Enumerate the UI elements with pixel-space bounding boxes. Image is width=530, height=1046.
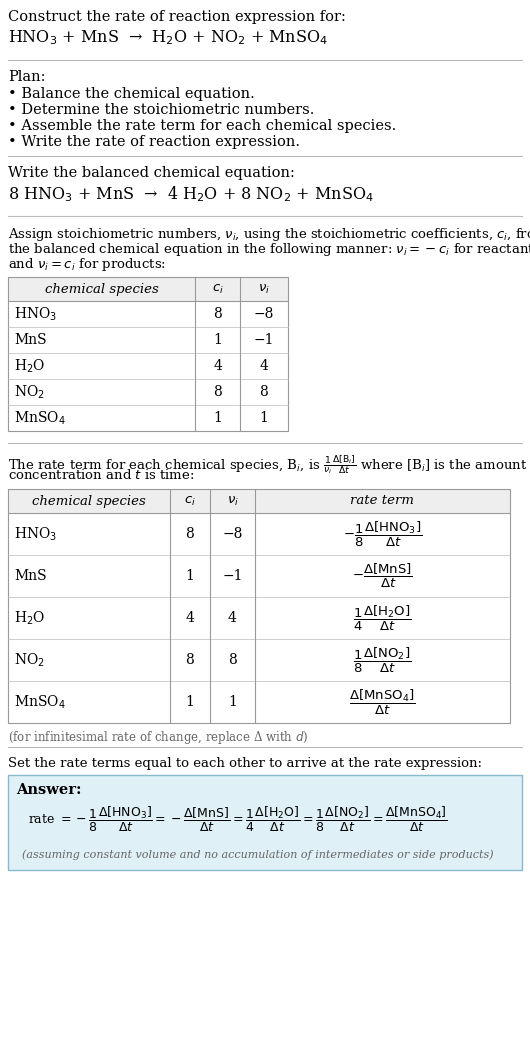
Text: $c_i$: $c_i$ [184, 495, 196, 507]
Text: 8: 8 [260, 385, 268, 399]
Text: NO$_2$: NO$_2$ [14, 383, 45, 401]
Text: HNO$_3$: HNO$_3$ [14, 525, 57, 543]
Text: chemical species: chemical species [32, 495, 146, 507]
Text: $c_i$: $c_i$ [211, 282, 224, 296]
Text: The rate term for each chemical species, B$_i$, is $\frac{1}{\nu_i}\frac{\Delta[: The rate term for each chemical species,… [8, 453, 527, 476]
Text: MnS: MnS [14, 333, 47, 347]
Text: −8: −8 [254, 306, 274, 321]
Text: Assign stoichiometric numbers, $\nu_i$, using the stoichiometric coefficients, $: Assign stoichiometric numbers, $\nu_i$, … [8, 226, 530, 243]
Text: $\dfrac{1}{8}\dfrac{\Delta[\mathrm{NO}_2]}{\Delta t}$: $\dfrac{1}{8}\dfrac{\Delta[\mathrm{NO}_2… [354, 645, 412, 675]
Text: Construct the rate of reaction expression for:: Construct the rate of reaction expressio… [8, 10, 346, 24]
Text: 4: 4 [213, 359, 222, 373]
Text: HNO$_3$: HNO$_3$ [14, 305, 57, 323]
Text: (assuming constant volume and no accumulation of intermediates or side products): (assuming constant volume and no accumul… [22, 849, 493, 860]
Text: $\nu_i$: $\nu_i$ [258, 282, 270, 296]
Bar [8, 277, 288, 301]
Bar [8, 488, 510, 513]
Text: 1: 1 [260, 411, 268, 425]
Text: 4: 4 [186, 611, 195, 626]
Text: MnSO$_4$: MnSO$_4$ [14, 409, 66, 427]
Text: Write the balanced chemical equation:: Write the balanced chemical equation: [8, 166, 295, 180]
Text: 4: 4 [228, 611, 237, 626]
Text: • Determine the stoichiometric numbers.: • Determine the stoichiometric numbers. [8, 103, 314, 117]
Bar [8, 277, 288, 431]
Text: • Balance the chemical equation.: • Balance the chemical equation. [8, 87, 255, 101]
Text: $\dfrac{1}{4}\dfrac{\Delta[\mathrm{H}_2\mathrm{O}]}{\Delta t}$: $\dfrac{1}{4}\dfrac{\Delta[\mathrm{H}_2\… [354, 604, 412, 633]
Bar [8, 775, 522, 870]
Text: • Assemble the rate term for each chemical species.: • Assemble the rate term for each chemic… [8, 119, 396, 133]
Text: $-\dfrac{1}{8}\dfrac{\Delta[\mathrm{HNO}_3]}{\Delta t}$: $-\dfrac{1}{8}\dfrac{\Delta[\mathrm{HNO}… [343, 520, 422, 548]
Text: H$_2$O: H$_2$O [14, 610, 46, 627]
Text: rate $= -\dfrac{1}{8}\dfrac{\Delta[\mathrm{HNO}_3]}{\Delta t} = -\dfrac{\Delta[\: rate $= -\dfrac{1}{8}\dfrac{\Delta[\math… [28, 805, 448, 834]
Text: NO$_2$: NO$_2$ [14, 652, 45, 668]
Text: 8 HNO$_3$ + MnS  →  4 H$_2$O + 8 NO$_2$ + MnSO$_4$: 8 HNO$_3$ + MnS → 4 H$_2$O + 8 NO$_2$ + … [8, 184, 374, 204]
Text: −1: −1 [254, 333, 274, 347]
Text: 1: 1 [213, 333, 222, 347]
Text: $-\dfrac{\Delta[\mathrm{MnS}]}{\Delta t}$: $-\dfrac{\Delta[\mathrm{MnS}]}{\Delta t}… [352, 562, 413, 590]
Text: 1: 1 [228, 695, 237, 709]
Text: 8: 8 [213, 385, 222, 399]
Text: (for infinitesimal rate of change, replace Δ with $d$): (for infinitesimal rate of change, repla… [8, 729, 308, 746]
Text: Set the rate terms equal to each other to arrive at the rate expression:: Set the rate terms equal to each other t… [8, 757, 482, 770]
Text: 1: 1 [186, 569, 195, 583]
Text: rate term: rate term [350, 495, 414, 507]
Text: MnS: MnS [14, 569, 47, 583]
Bar [8, 488, 510, 723]
Text: 8: 8 [186, 527, 195, 541]
Text: −8: −8 [222, 527, 243, 541]
Text: 4: 4 [260, 359, 268, 373]
Text: Answer:: Answer: [16, 783, 82, 797]
Text: −1: −1 [222, 569, 243, 583]
Text: 8: 8 [228, 653, 237, 667]
Text: $\dfrac{\Delta[\mathrm{MnSO}_4]}{\Delta t}$: $\dfrac{\Delta[\mathrm{MnSO}_4]}{\Delta … [349, 687, 416, 717]
Text: 1: 1 [213, 411, 222, 425]
Text: concentration and $t$ is time:: concentration and $t$ is time: [8, 468, 195, 482]
Text: • Write the rate of reaction expression.: • Write the rate of reaction expression. [8, 135, 300, 149]
Text: $\nu_i$: $\nu_i$ [226, 495, 238, 507]
Text: 8: 8 [186, 653, 195, 667]
Text: 8: 8 [213, 306, 222, 321]
Text: chemical species: chemical species [45, 282, 158, 296]
Text: and $\nu_i = c_i$ for products:: and $\nu_i = c_i$ for products: [8, 256, 166, 273]
Text: 1: 1 [186, 695, 195, 709]
Text: MnSO$_4$: MnSO$_4$ [14, 693, 66, 710]
Text: H$_2$O: H$_2$O [14, 358, 46, 374]
Text: HNO$_3$ + MnS  →  H$_2$O + NO$_2$ + MnSO$_4$: HNO$_3$ + MnS → H$_2$O + NO$_2$ + MnSO$_… [8, 28, 328, 47]
Text: Plan:: Plan: [8, 70, 46, 84]
Text: the balanced chemical equation in the following manner: $\nu_i = -c_i$ for react: the balanced chemical equation in the fo… [8, 241, 530, 258]
